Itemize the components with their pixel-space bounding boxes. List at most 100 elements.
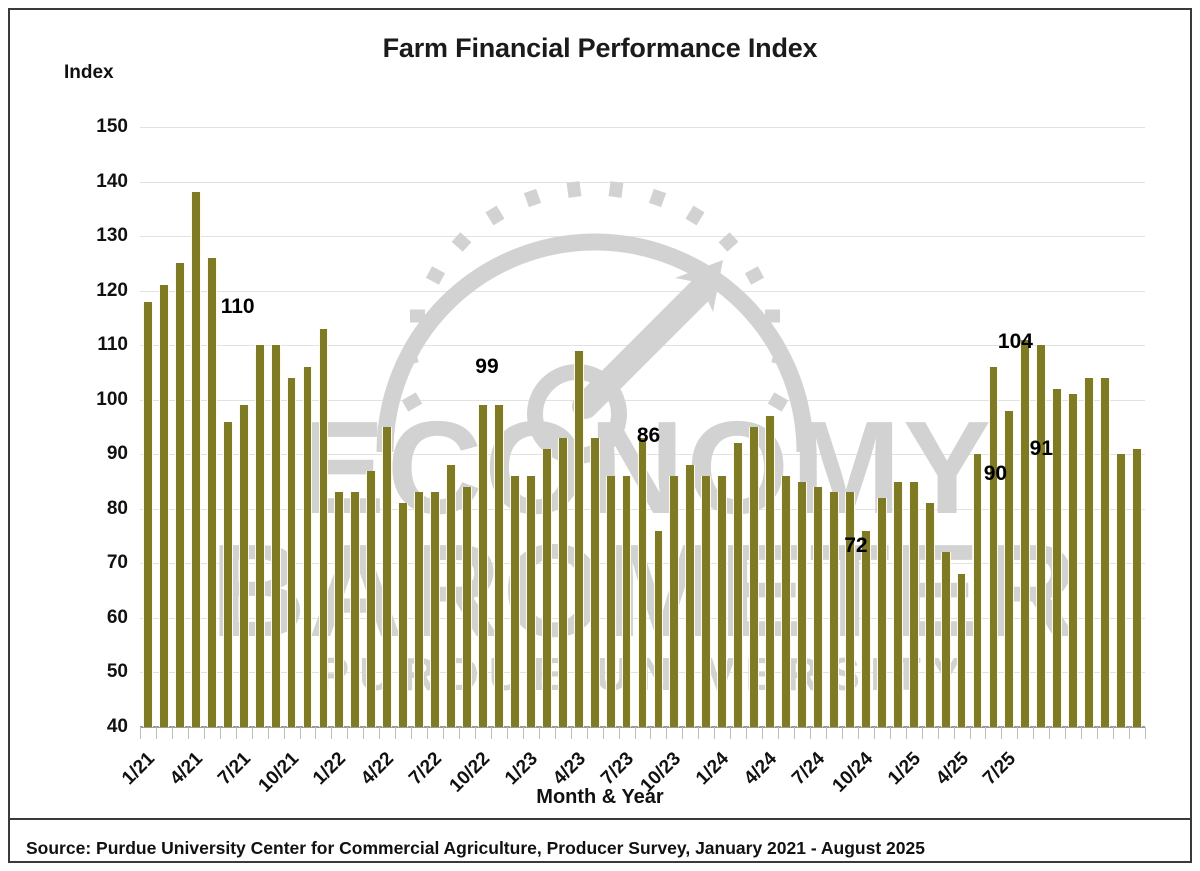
x-tick-mark xyxy=(554,727,556,739)
bar xyxy=(254,345,265,727)
bar xyxy=(350,492,361,727)
x-tick-mark xyxy=(187,727,189,739)
bar xyxy=(1068,394,1079,727)
bar xyxy=(828,492,839,727)
x-tick-mark xyxy=(538,727,540,739)
x-tick-mark xyxy=(299,727,301,739)
x-tick-mark xyxy=(762,727,764,739)
x-tick-mark xyxy=(1129,727,1131,739)
x-tick-mark xyxy=(857,727,859,739)
bar xyxy=(493,405,504,727)
x-tick-mark xyxy=(666,727,668,739)
bar xyxy=(988,367,999,727)
bar xyxy=(190,192,201,727)
x-tick-mark xyxy=(778,727,780,739)
x-tick-mark xyxy=(490,727,492,739)
bar xyxy=(143,301,153,727)
bar xyxy=(398,503,409,727)
bar xyxy=(462,487,472,727)
bar xyxy=(669,476,680,727)
bar xyxy=(892,481,903,727)
bar xyxy=(270,345,281,727)
bar xyxy=(924,503,935,727)
x-tick-mark xyxy=(1145,727,1146,739)
x-tick-mark xyxy=(650,727,652,739)
y-tick-80: 80 xyxy=(106,497,128,519)
x-tick-mark xyxy=(682,727,684,739)
x-tick-mark xyxy=(395,727,397,739)
x-tick-mark xyxy=(155,727,157,739)
y-tick-110: 110 xyxy=(97,334,128,356)
x-tick-mark xyxy=(602,727,604,739)
x-tick-mark xyxy=(443,727,445,739)
data-label: 72 xyxy=(844,534,868,558)
x-axis-title: Month & Year xyxy=(536,786,664,808)
bar xyxy=(1020,339,1031,727)
x-tick-mark xyxy=(331,727,333,739)
bar xyxy=(174,263,185,727)
x-tick-mark xyxy=(586,727,588,739)
x-tick-mark xyxy=(825,727,827,739)
x-tick-mark xyxy=(251,727,253,739)
x-tick-mark xyxy=(1001,727,1003,739)
y-tick-50: 50 xyxy=(106,661,128,683)
x-tick-mark xyxy=(235,727,237,739)
bar xyxy=(382,427,393,727)
data-label: 91 xyxy=(1029,436,1054,460)
bar xyxy=(876,497,887,727)
y-axis-title: Index xyxy=(64,62,114,83)
bar xyxy=(1100,377,1111,727)
x-tick-mark xyxy=(905,727,907,739)
bar xyxy=(685,465,696,727)
x-tick-mark xyxy=(267,727,269,739)
bar-series xyxy=(140,127,1146,739)
bar xyxy=(525,476,536,727)
x-tick-mark xyxy=(427,727,429,739)
x-tick-mark xyxy=(140,727,141,739)
data-label: 90 xyxy=(983,462,1008,486)
bar xyxy=(509,476,520,727)
x-tick-mark xyxy=(634,727,636,739)
x-tick-mark xyxy=(1097,727,1099,739)
bar xyxy=(733,443,744,727)
x-tick-mark xyxy=(873,727,875,739)
x-tick-mark xyxy=(698,727,700,739)
x-tick-mark xyxy=(506,727,508,739)
bar xyxy=(589,437,600,727)
bar xyxy=(621,476,632,727)
bar xyxy=(1084,377,1095,727)
x-tick-mark xyxy=(841,727,843,739)
bar xyxy=(430,492,441,727)
bar xyxy=(286,377,297,727)
x-tick-mark xyxy=(746,727,748,739)
gridline-40 xyxy=(140,726,1145,728)
bar xyxy=(573,350,584,727)
bar xyxy=(860,530,871,727)
x-tick-mark xyxy=(459,727,461,739)
x-tick-mark xyxy=(315,727,317,739)
bar xyxy=(781,476,791,727)
data-label: 110 xyxy=(220,295,255,319)
bar xyxy=(478,405,488,727)
gridline-150 xyxy=(140,127,1145,128)
bar xyxy=(1052,388,1063,727)
data-label: 104 xyxy=(997,329,1033,353)
bar xyxy=(446,465,456,727)
bar xyxy=(206,257,217,727)
x-tick-mark xyxy=(618,727,620,739)
bar xyxy=(318,328,329,727)
bar xyxy=(717,476,728,727)
bar xyxy=(334,492,345,727)
x-tick-mark xyxy=(379,727,381,739)
bar xyxy=(908,481,919,727)
bar xyxy=(844,492,855,727)
x-tick-mark xyxy=(969,727,971,739)
x-tick-mark xyxy=(283,727,285,739)
bar xyxy=(749,427,760,727)
bar xyxy=(557,437,568,727)
y-tick-130: 130 xyxy=(96,225,128,247)
bar xyxy=(222,421,233,727)
x-tick-mark xyxy=(522,727,524,739)
bar xyxy=(1132,448,1142,727)
